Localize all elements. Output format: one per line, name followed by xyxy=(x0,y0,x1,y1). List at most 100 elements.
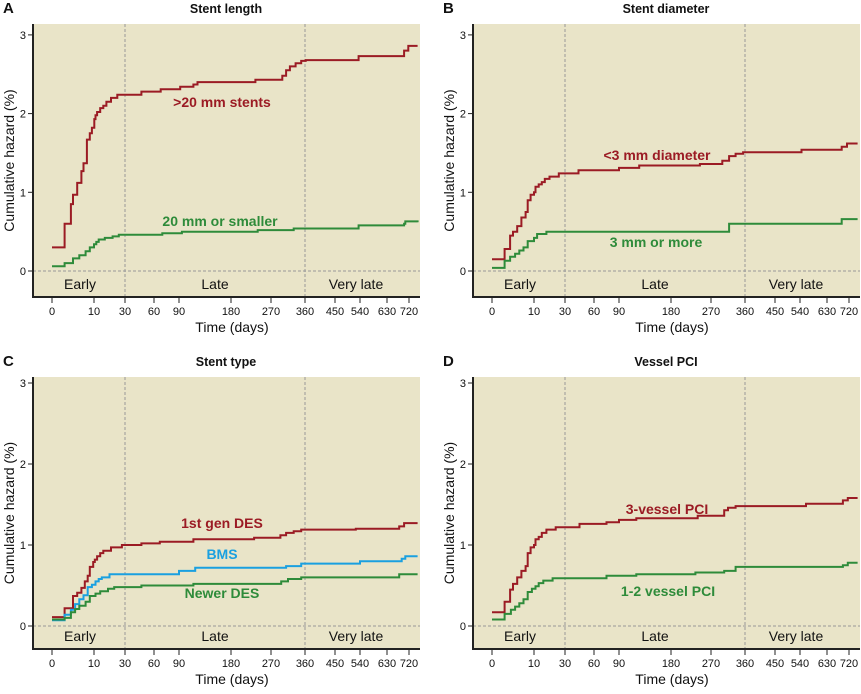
x-tick-label: 60 xyxy=(148,306,160,318)
series-line-bms xyxy=(52,555,418,622)
x-tick-label: 10 xyxy=(88,658,100,670)
series-label-3-vessel-pci: 3-vessel PCI xyxy=(626,501,709,517)
x-tick-label: 90 xyxy=(173,306,185,318)
panel-letter: D xyxy=(443,353,454,370)
y-tick-label: 3 xyxy=(20,378,26,390)
x-tick-label: 180 xyxy=(662,306,680,318)
series-label-1st-gen-des: 1st gen DES xyxy=(181,515,263,531)
series-line-20-mm-stents xyxy=(52,44,418,249)
region-label-very-late: Very late xyxy=(329,628,384,644)
series-label-bms: BMS xyxy=(206,546,237,562)
x-tick-label: 30 xyxy=(559,658,571,670)
region-label-very-late: Very late xyxy=(769,276,824,292)
y-tick-label: 2 xyxy=(460,459,466,471)
x-tick-label: 360 xyxy=(736,658,754,670)
region-label-late: Late xyxy=(201,628,228,644)
x-tick-label: 450 xyxy=(766,658,784,670)
series-line-3-mm-or-more xyxy=(492,218,858,269)
plot-area xyxy=(473,24,860,297)
y-tick-label: 2 xyxy=(20,109,26,121)
x-tick-label: 450 xyxy=(766,306,784,318)
x-tick-label: 630 xyxy=(378,306,396,318)
x-axis-label: Time (days) xyxy=(195,319,268,335)
x-tick-label: 180 xyxy=(662,658,680,670)
x-tick-label: 180 xyxy=(222,306,240,318)
x-tick-label: 0 xyxy=(489,658,495,670)
panel-letter: A xyxy=(3,0,14,17)
x-tick-label: 180 xyxy=(222,658,240,670)
y-tick-label: 0 xyxy=(460,266,466,278)
region-label-early: Early xyxy=(64,628,96,644)
x-tick-label: 630 xyxy=(818,306,836,318)
region-label-very-late: Very late xyxy=(329,276,384,292)
series-line-1-2-vessel-pci xyxy=(492,561,858,621)
series-label-newer-des: Newer DES xyxy=(185,585,260,601)
panel-letter: C xyxy=(3,353,14,370)
region-label-early: Early xyxy=(504,276,536,292)
x-tick-label: 30 xyxy=(559,306,571,318)
x-tick-label: 270 xyxy=(702,658,720,670)
x-tick-label: 90 xyxy=(173,658,185,670)
x-tick-label: 10 xyxy=(528,306,540,318)
x-tick-label: 720 xyxy=(400,306,418,318)
x-tick-label: 540 xyxy=(791,658,809,670)
x-tick-label: 630 xyxy=(378,658,396,670)
series-line-1st-gen-des xyxy=(52,522,418,619)
x-tick-label: 630 xyxy=(818,658,836,670)
y-tick-label: 0 xyxy=(20,621,26,633)
x-tick-label: 60 xyxy=(588,306,600,318)
chart-title: Stent length xyxy=(190,2,262,16)
x-tick-label: 540 xyxy=(351,306,369,318)
x-tick-label: 270 xyxy=(702,306,720,318)
series-line-3-mm-diameter xyxy=(492,142,858,261)
series-label-3-mm-diameter: <3 mm diameter xyxy=(604,147,712,163)
x-tick-label: 540 xyxy=(791,306,809,318)
y-tick-label: 0 xyxy=(20,266,26,278)
plot-area xyxy=(473,377,860,649)
y-tick-label: 3 xyxy=(460,30,466,42)
x-tick-label: 0 xyxy=(49,658,55,670)
chart-title: Vessel PCI xyxy=(634,355,697,369)
x-tick-label: 720 xyxy=(840,658,858,670)
x-tick-label: 540 xyxy=(351,658,369,670)
y-axis-label: Cumulative hazard (%) xyxy=(441,89,457,231)
x-axis-label: Time (days) xyxy=(635,671,708,687)
x-tick-label: 10 xyxy=(528,658,540,670)
x-tick-label: 360 xyxy=(296,306,314,318)
plot-area xyxy=(33,377,420,649)
x-tick-label: 720 xyxy=(400,658,418,670)
region-label-late: Late xyxy=(641,628,668,644)
chart-title: Stent type xyxy=(196,355,256,369)
region-label-late: Late xyxy=(201,276,228,292)
y-tick-label: 1 xyxy=(460,187,466,199)
region-label-early: Early xyxy=(64,276,96,292)
y-tick-label: 1 xyxy=(20,540,26,552)
series-label-20-mm-stents: >20 mm stents xyxy=(173,94,271,110)
y-tick-label: 3 xyxy=(460,378,466,390)
y-tick-label: 0 xyxy=(460,621,466,633)
series-line-3-vessel-pci xyxy=(492,497,858,614)
x-tick-label: 60 xyxy=(148,658,160,670)
x-tick-label: 270 xyxy=(262,306,280,318)
panel-letter: B xyxy=(443,0,454,17)
series-label-20-mm-or-smaller: 20 mm or smaller xyxy=(162,213,278,229)
y-tick-label: 1 xyxy=(20,187,26,199)
chart-title: Stent diameter xyxy=(623,2,710,16)
series-label-1-2-vessel-pci: 1-2 vessel PCI xyxy=(621,583,715,599)
y-tick-label: 2 xyxy=(460,109,466,121)
series-label-3-mm-or-more: 3 mm or more xyxy=(610,234,703,250)
x-tick-label: 60 xyxy=(588,658,600,670)
y-axis-label: Cumulative hazard (%) xyxy=(441,442,457,584)
plot-area xyxy=(33,24,420,297)
x-tick-label: 450 xyxy=(326,658,344,670)
x-axis-label: Time (days) xyxy=(635,319,708,335)
x-tick-label: 90 xyxy=(613,658,625,670)
y-tick-label: 3 xyxy=(20,30,26,42)
series-line-20-mm-or-smaller xyxy=(52,220,419,268)
x-axis-label: Time (days) xyxy=(195,671,268,687)
y-tick-label: 2 xyxy=(20,459,26,471)
x-tick-label: 10 xyxy=(88,306,100,318)
